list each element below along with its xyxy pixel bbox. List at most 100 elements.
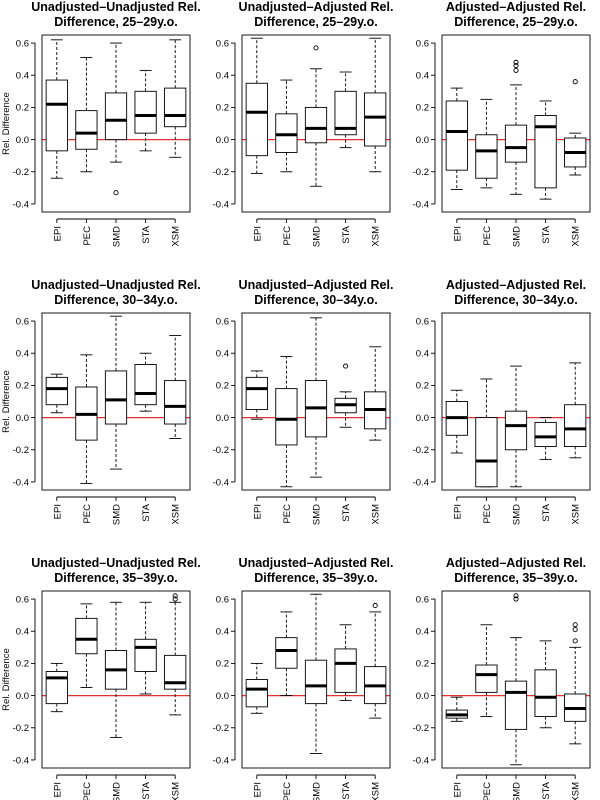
chart-panel: Unadjusted–Unadjusted Rel.Difference, 35…: [1, 556, 201, 800]
panel-title-line: Unadjusted–Adjusted Rel.: [239, 278, 394, 292]
iqr-box: [164, 654, 187, 690]
iqr-box: [164, 380, 187, 425]
x-tick-label: PEC: [282, 226, 293, 246]
plot-frame: [41, 34, 191, 213]
x-tick-label: SMD: [112, 226, 123, 247]
x-tick-label: XSM: [371, 504, 382, 525]
panel-title-line: Adjusted–Adjusted Rel.: [446, 556, 586, 570]
plot-frame: [241, 590, 391, 769]
iqr-box: [445, 100, 468, 171]
y-tick-label: 0.4: [16, 71, 29, 82]
x-tick-label: STA: [141, 225, 152, 243]
y-tick-label: 0.0: [416, 413, 429, 424]
y-tick-label: -0.2: [13, 445, 29, 456]
x-tick-label: SMD: [512, 782, 523, 800]
iqr-box: [164, 87, 187, 128]
iqr-box: [504, 124, 528, 163]
panel-title-line: Unadjusted–Unadjusted Rel.: [31, 0, 200, 14]
x-tick-label: PEC: [482, 782, 493, 800]
iqr-box: [134, 638, 157, 672]
iqr-box: [534, 115, 557, 189]
y-tick-label: -0.2: [213, 723, 229, 734]
box-xsm: [564, 362, 587, 459]
x-tick-label: SMD: [112, 504, 123, 525]
y-tick-label: -0.4: [213, 477, 229, 488]
y-tick-label: 0.6: [16, 316, 29, 327]
y-tick-label: -0.4: [213, 755, 229, 766]
y-tick-label: 0.2: [16, 381, 29, 392]
x-tick-label: STA: [341, 503, 352, 521]
y-tick-label: 0.6: [416, 594, 429, 605]
iqr-box: [475, 664, 498, 693]
box-sta: [534, 417, 557, 460]
chart-panel: Unadjusted–Adjusted Rel.Difference, 25–2…: [213, 0, 394, 247]
chart-panel: Unadjusted–Unadjusted Rel.Difference, 30…: [1, 278, 201, 525]
y-axis-label: Rel. Difference: [1, 648, 12, 711]
x-tick-label: SMD: [312, 504, 323, 525]
x-tick-label: STA: [541, 503, 552, 521]
iqr-box: [275, 113, 298, 153]
x-tick-label: STA: [541, 781, 552, 799]
chart-panel: Adjusted–Adjusted Rel.Difference, 35–39y…: [413, 556, 591, 800]
y-tick-label: 0.0: [16, 691, 29, 702]
panel-title-line: Difference, 30–34y.o.: [254, 293, 377, 307]
x-tick-label: EPI: [52, 782, 63, 797]
x-tick-label: EPI: [252, 782, 263, 797]
chart-panel: Unadjusted–Unadjusted Rel.Difference, 25…: [1, 0, 201, 247]
x-tick-label: EPI: [252, 226, 263, 241]
panel-title-line: Difference, 35–39y.o.: [254, 571, 377, 585]
box-pec: [275, 611, 298, 697]
y-tick-label: 0.2: [216, 381, 229, 392]
box-pec: [275, 79, 298, 173]
x-tick-label: XSM: [171, 782, 182, 800]
x-tick-label: STA: [341, 781, 352, 799]
box-xsm: [564, 79, 587, 176]
x-tick-label: XSM: [171, 226, 182, 247]
plot-frame: [241, 34, 391, 213]
iqr-box: [104, 92, 128, 141]
y-tick-label: 0.4: [216, 627, 229, 638]
box-epi: [45, 39, 68, 179]
x-tick-label: STA: [341, 225, 352, 243]
y-tick-label: -0.4: [413, 199, 429, 210]
panel-title-line: Difference, 25–29y.o.: [54, 15, 177, 29]
box-epi: [45, 662, 68, 713]
x-tick-label: EPI: [452, 226, 463, 241]
x-tick-label: SMD: [512, 226, 523, 247]
panel-title-line: Adjusted–Adjusted Rel.: [446, 0, 586, 14]
box-pec: [475, 98, 498, 189]
box-epi: [245, 370, 268, 420]
x-tick-label: PEC: [82, 782, 93, 800]
box-smd: [504, 593, 528, 766]
box-epi: [445, 696, 468, 722]
iqr-box: [475, 417, 498, 488]
x-tick-label: STA: [141, 503, 152, 521]
x-tick-label: EPI: [452, 504, 463, 519]
box-epi: [445, 87, 468, 190]
chart-panel: Unadjusted–Adjusted Rel.Difference, 35–3…: [213, 556, 394, 800]
box-xsm: [164, 39, 187, 158]
y-tick-label: -0.2: [213, 167, 229, 178]
y-tick-label: 0.4: [416, 349, 429, 360]
outlier-point: [572, 622, 578, 628]
y-tick-label: 0.6: [216, 594, 229, 605]
box-xsm: [564, 622, 587, 745]
box-xsm: [364, 37, 387, 173]
x-tick-label: STA: [141, 781, 152, 799]
y-tick-label: 0.0: [216, 135, 229, 146]
chart-panel: Unadjusted–Adjusted Rel.Difference, 30–3…: [213, 278, 394, 525]
x-tick-label: XSM: [371, 782, 382, 800]
outlier-point: [572, 638, 578, 644]
panel-title-line: Unadjusted–Adjusted Rel.: [239, 0, 394, 14]
panel-title-line: Unadjusted–Adjusted Rel.: [239, 556, 394, 570]
box-epi: [245, 37, 268, 174]
box-sta: [334, 363, 357, 428]
iqr-box: [275, 388, 298, 446]
iqr-box: [304, 659, 328, 705]
outlier-point: [513, 59, 519, 65]
box-pec: [75, 354, 98, 485]
panel-title-line: Difference, 35–39y.o.: [54, 571, 177, 585]
y-tick-label: -0.2: [413, 445, 429, 456]
plot-frame: [441, 34, 591, 213]
box-sta: [534, 640, 557, 729]
